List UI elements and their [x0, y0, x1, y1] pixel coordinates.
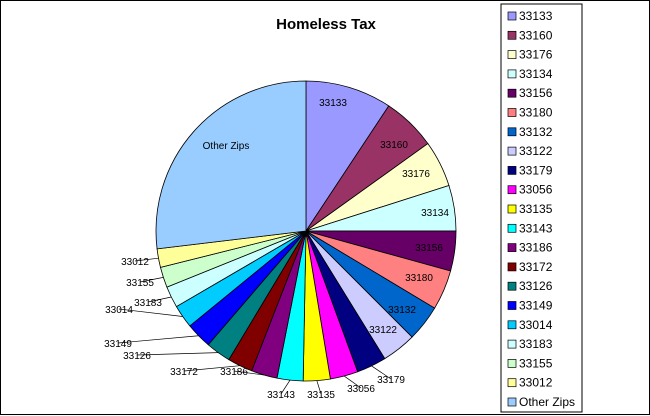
legend-entry: 33186 [519, 241, 553, 255]
legend-swatch [507, 243, 517, 252]
legend-entry: 33133 [519, 9, 553, 23]
slice-label: 33180 [405, 273, 433, 284]
leader-line [344, 375, 362, 389]
legend-entry: 33126 [519, 279, 553, 293]
slice-label: 33176 [402, 169, 430, 180]
leader-line [280, 379, 291, 395]
leader-lines [117, 257, 392, 395]
legend-entry: 33156 [519, 86, 553, 100]
legend-entry: 33143 [519, 221, 553, 235]
legend-swatch [507, 378, 517, 388]
legend-swatch [507, 127, 517, 137]
slice-label: 33126 [123, 351, 151, 362]
legend-swatch [507, 88, 517, 98]
legend-entry: 33056 [519, 183, 553, 197]
pie-slice-33133 [305, 80, 390, 233]
legend-entry: 33014 [519, 318, 553, 332]
legend-swatch [507, 11, 517, 21]
leader-line [136, 352, 219, 356]
slice-label: 33056 [347, 384, 375, 395]
leader-line [147, 296, 172, 303]
legend-entry: 33134 [519, 67, 553, 81]
legend-swatch [507, 301, 517, 310]
legend-swatch [507, 146, 517, 156]
leader-line [183, 365, 241, 372]
slice-labels: 33133 33160 33176 33134 33156 33180 33132 33122… [104, 98, 449, 401]
leader-line [371, 365, 392, 380]
slice-label: 33133 [319, 98, 347, 109]
slice-label: 33156 [415, 243, 443, 254]
legend-entry: 33132 [519, 125, 553, 139]
legend-entry: 33179 [519, 163, 553, 177]
legend-entry: 33155 [519, 356, 553, 370]
legend-entry: 33160 [519, 28, 553, 42]
leader-line [134, 257, 159, 262]
pie-slice-other-zips [155, 80, 307, 250]
legend-entry: 33149 [519, 299, 553, 313]
legend-swatch [507, 50, 517, 59]
slice-label: 33183 [134, 298, 162, 309]
legend-swatch [507, 185, 517, 195]
leader-line [118, 308, 183, 317]
slice-label: 33132 [388, 305, 416, 316]
legend-swatch [507, 223, 517, 233]
slice-label: 33172 [170, 367, 198, 378]
legend-entry: 33122 [519, 144, 553, 158]
legend-swatch [507, 359, 517, 368]
legend: 33133 33160 33176 33134 33156 33180 33132 33122… [507, 9, 575, 409]
leader-line [233, 370, 265, 376]
legend-swatch [507, 166, 517, 175]
slice-label: 33012 [121, 257, 149, 268]
legend-entry: 33012 [519, 376, 553, 390]
legend-swatch [507, 204, 517, 214]
legend-swatch [507, 262, 517, 272]
legend-swatch [507, 320, 517, 330]
legend-entry: 33135 [519, 202, 553, 216]
leader-line [316, 380, 322, 395]
slice-label: 33160 [380, 140, 408, 151]
legend-swatch [507, 108, 517, 117]
slice-label: 33143 [267, 390, 295, 401]
legend-entry: 33172 [519, 260, 553, 274]
legend-entry: 33183 [519, 337, 553, 351]
slice-label: 33149 [104, 339, 132, 350]
legend-swatch [507, 281, 517, 291]
legend-swatch [507, 397, 517, 407]
slice-label: 33014 [105, 305, 133, 316]
legend-entry: Other Zips [519, 395, 575, 409]
chart-title: Homeless Tax [276, 16, 376, 33]
leader-line [117, 335, 199, 344]
slice-label: 33186 [220, 367, 248, 378]
legend-swatch [507, 69, 517, 79]
slice-label: Other Zips [203, 141, 250, 152]
legend-swatch [507, 339, 517, 349]
slice-label: 33135 [307, 390, 335, 401]
legend-entry: 33176 [519, 48, 553, 62]
slice-label: 33179 [377, 375, 405, 386]
slice-label: 33155 [126, 278, 154, 289]
slice-label: 33122 [369, 325, 397, 336]
pie-slices [155, 80, 457, 382]
slice-label: 33134 [421, 208, 449, 219]
legend-entry: 33180 [519, 106, 553, 120]
leader-line [139, 277, 164, 283]
legend-swatch [507, 30, 517, 40]
